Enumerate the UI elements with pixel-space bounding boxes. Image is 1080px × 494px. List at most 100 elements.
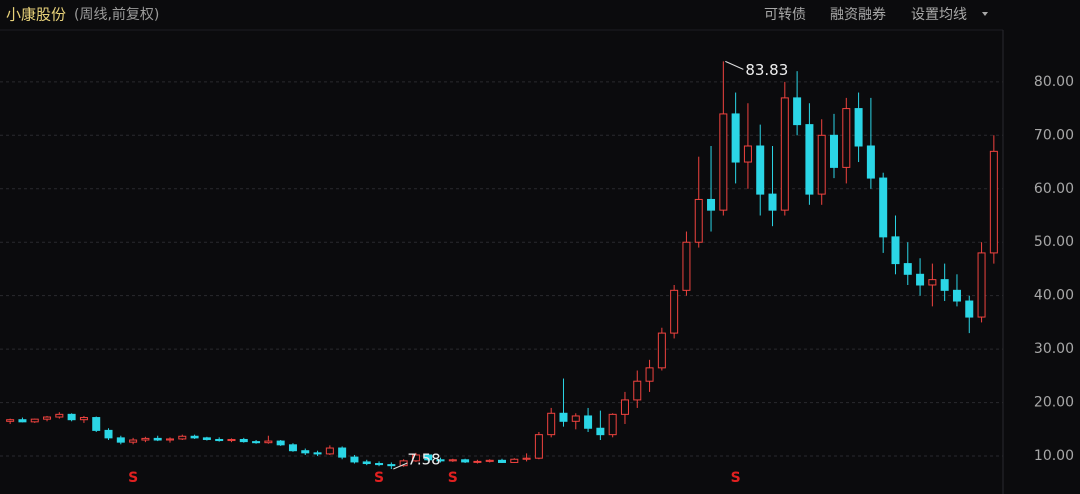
candle-body [116,437,125,443]
candle-body [620,399,629,415]
candle-body [227,438,236,442]
candle-body [190,435,199,439]
dividend-marker: S [731,470,741,486]
chart-subtitle: (周线,前复权) [74,6,159,23]
candle-body [338,447,347,458]
candle-body [104,429,113,439]
dividend-marker: S [448,470,458,486]
min-pointer [393,462,408,470]
button[interactable]: 设置均线 [911,7,967,23]
y-tick-label: 30.00 [1034,341,1074,357]
candle-body [670,289,679,334]
candle-body [301,450,310,454]
candle-body [977,252,986,318]
button[interactable]: 可转债 [764,7,806,23]
candle-body [608,413,617,436]
candle-body [178,435,187,440]
y-tick-label: 50.00 [1034,234,1074,250]
candle-body [768,193,777,211]
candle-body [719,113,728,211]
candle-body [6,419,15,422]
candle-body [645,367,654,382]
candle-body [313,452,322,455]
candle-body [731,113,740,163]
candle-body [756,145,765,195]
candle-body [362,461,371,465]
candle-body [952,289,961,302]
candle-body [916,273,925,286]
candle-body [350,456,359,463]
candle-body [18,419,27,423]
candle-body [485,459,494,462]
candle-body [141,437,150,441]
y-tick-label: 20.00 [1034,395,1074,411]
candle-body [510,458,519,463]
candle-body [743,145,752,163]
candle-body [694,198,703,243]
candle-body [805,124,814,195]
candle-body [571,415,580,422]
candle-body [153,437,162,441]
candle-body [79,417,88,421]
candle-body [375,463,384,466]
candle-body [239,438,248,443]
candle-body [166,438,174,441]
candle-body [965,300,974,318]
candle-body [424,454,433,461]
candle-body [55,413,64,418]
candle-body [584,415,593,429]
y-tick-label: 70.00 [1034,127,1074,143]
candle-body [793,97,802,126]
y-tick-label: 10.00 [1034,448,1074,464]
candle-body [411,454,420,462]
candle-body [67,413,76,421]
candle-body [498,459,506,463]
candle-body [842,108,851,168]
candle-body [707,198,716,211]
y-tick-label: 60.00 [1034,181,1074,197]
y-tick-label: 40.00 [1034,288,1074,304]
candle-body [940,279,949,291]
candle-body [202,437,211,440]
candle-body [633,380,642,401]
candle-body [780,97,789,211]
candle-body [928,279,937,286]
candle-body [879,177,888,238]
candle-body [30,418,39,423]
candle-body [461,459,470,463]
y-tick-label: 80.00 [1034,74,1074,90]
candle-body [276,440,285,446]
candle-body [325,447,334,455]
candle-body [559,412,568,422]
candle-body [264,440,273,444]
candle-body [522,457,531,460]
candle-body [43,416,52,420]
candle-body [92,417,101,431]
stock-title: 小康股份 [6,6,66,24]
candle-body [215,438,224,442]
candle-body [682,241,691,291]
candle-body [387,464,396,467]
min-label: 7.58 [407,450,440,468]
candle-body [596,427,605,436]
candle-body [989,150,998,254]
dividend-marker: S [128,470,138,486]
candle-body [830,134,838,168]
button[interactable]: 融资融券 [830,7,886,23]
candle-body [866,145,875,179]
candle-body [547,412,556,436]
candle-body [534,434,543,459]
candle-body [891,236,900,265]
candle-body [854,108,863,147]
candle-body [436,459,445,462]
candle-body [903,263,912,275]
dropdown-arrow[interactable] [982,12,988,16]
candle-body [129,439,138,443]
candle-body [448,459,457,462]
max-pointer [725,60,744,70]
max-label: 83.83 [745,61,788,79]
candle-body [657,332,666,369]
